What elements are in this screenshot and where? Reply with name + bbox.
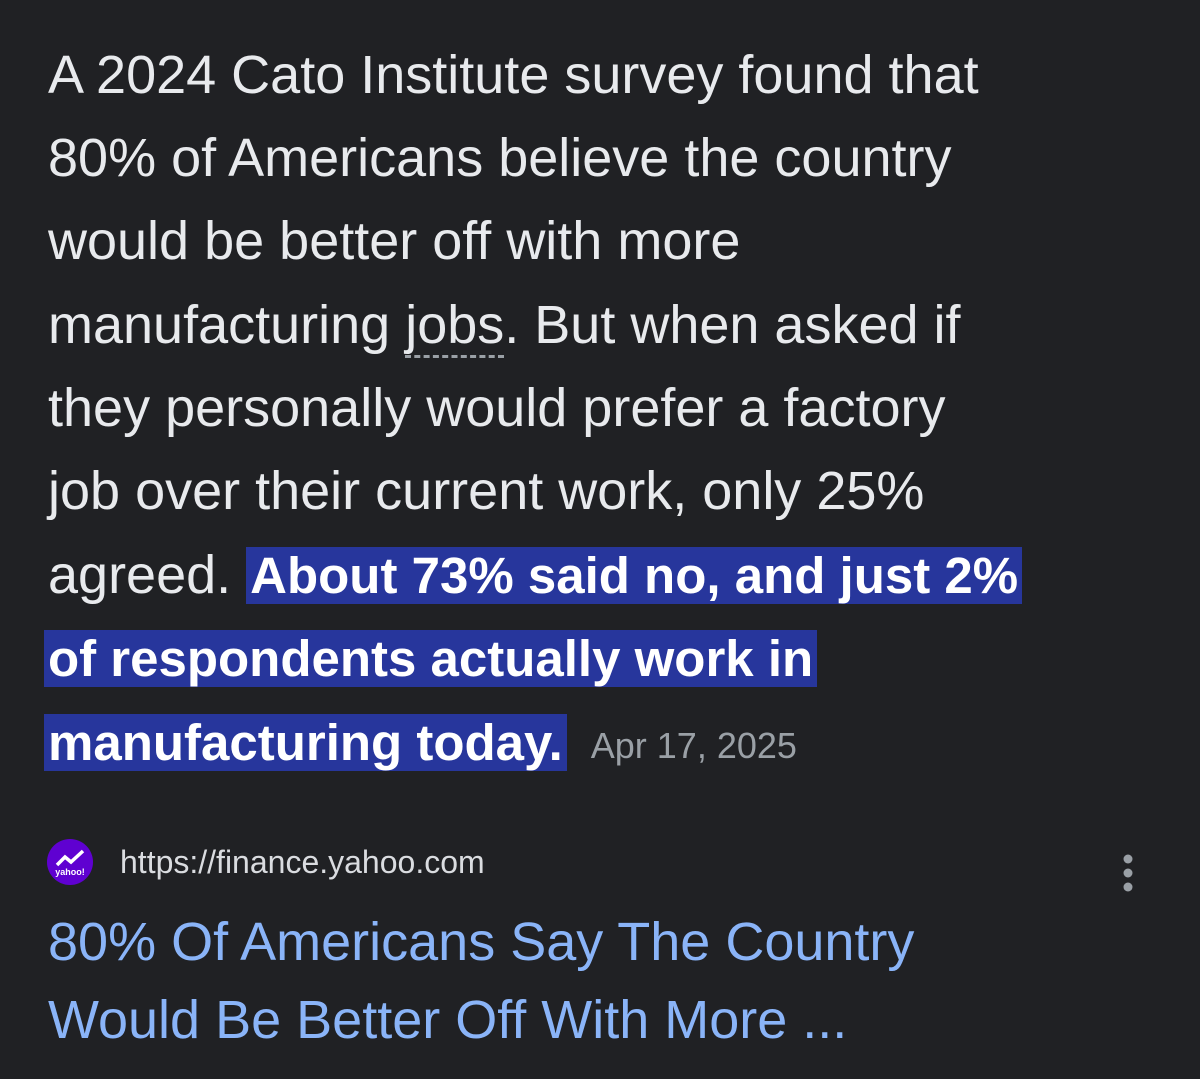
snippet-line: A 2024 Cato Institute survey found that bbox=[48, 45, 979, 105]
text: agreed. bbox=[48, 545, 247, 605]
date: Apr 17, 2025 bbox=[590, 724, 797, 766]
site-icon[interactable]: yahoo! bbox=[46, 838, 96, 888]
highlight: About 73% said no, and just 2% bbox=[246, 547, 1023, 604]
dot bbox=[1123, 868, 1133, 878]
snippet-line: agreed. About 73% said no, and just 2% bbox=[48, 539, 1023, 612]
snippet-line: job over their current work, only 25% bbox=[48, 461, 925, 521]
dot bbox=[1123, 854, 1133, 864]
result-title[interactable]: 80% Of Americans Say The Country bbox=[48, 912, 915, 972]
highlight: of respondents actually work in bbox=[44, 630, 818, 687]
snippet-line: of respondents actually work in bbox=[44, 622, 818, 695]
dot bbox=[1123, 882, 1133, 892]
source-url[interactable]: https://finance.yahoo.com bbox=[120, 844, 485, 880]
menu-button[interactable] bbox=[1116, 850, 1140, 896]
result-title[interactable]: Would Be Better Off With More ... bbox=[48, 990, 848, 1050]
snippet-line: manufacturing jobs. But when asked if bbox=[48, 289, 961, 361]
icon-text: yahoo! bbox=[55, 867, 85, 877]
text: . But when asked if bbox=[504, 295, 961, 355]
icon-chart bbox=[55, 849, 85, 867]
text: manufacturing bbox=[48, 295, 406, 355]
snippet-line: they personally would prefer a factory bbox=[48, 378, 946, 438]
term-link[interactable]: jobs bbox=[405, 295, 505, 358]
snippet-line: would be better off with more bbox=[48, 211, 741, 271]
snippet-line: manufacturing today. Apr 17, 2025 bbox=[44, 706, 797, 782]
highlight: manufacturing today. bbox=[44, 714, 567, 771]
snippet-line: 80% of Americans believe the country bbox=[48, 128, 952, 188]
